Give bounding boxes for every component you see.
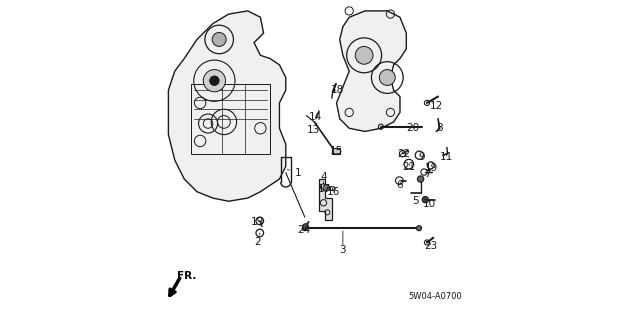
Text: 19: 19 (251, 217, 264, 227)
Bar (331, 148, 340, 154)
Text: 21: 21 (402, 162, 415, 172)
Text: 19: 19 (425, 163, 438, 173)
Text: 9: 9 (418, 152, 425, 162)
Text: 17: 17 (318, 184, 331, 194)
Polygon shape (168, 11, 286, 201)
Text: 15: 15 (330, 146, 343, 156)
Text: 23: 23 (424, 241, 438, 251)
Text: 11: 11 (440, 152, 453, 162)
Text: 2: 2 (254, 237, 260, 247)
Circle shape (212, 32, 226, 46)
Circle shape (417, 226, 422, 231)
Text: 20: 20 (407, 123, 420, 133)
Text: 5: 5 (413, 196, 419, 206)
Text: 10: 10 (423, 199, 436, 209)
Text: 6: 6 (397, 180, 403, 190)
Circle shape (379, 69, 395, 85)
Text: 12: 12 (430, 101, 443, 111)
Circle shape (355, 46, 373, 64)
Circle shape (203, 69, 225, 92)
Text: FR.: FR. (177, 270, 196, 281)
Text: 5W04-A0700: 5W04-A0700 (408, 292, 462, 301)
Text: 1: 1 (295, 168, 301, 178)
Circle shape (417, 176, 424, 182)
Polygon shape (337, 11, 406, 132)
Text: 24: 24 (298, 225, 311, 236)
Text: 3: 3 (339, 245, 345, 255)
Text: 7: 7 (425, 169, 431, 179)
Bar (190, 84, 270, 154)
Text: 8: 8 (436, 123, 443, 133)
Circle shape (422, 196, 429, 203)
Circle shape (323, 185, 330, 191)
Polygon shape (319, 179, 331, 220)
Circle shape (302, 226, 307, 231)
Text: 18: 18 (331, 85, 344, 95)
Circle shape (210, 76, 219, 85)
Text: 4: 4 (321, 172, 327, 182)
Text: 13: 13 (307, 125, 320, 135)
Text: 14: 14 (309, 112, 321, 122)
Text: 22: 22 (398, 149, 411, 159)
Circle shape (303, 224, 309, 229)
Text: 16: 16 (327, 187, 340, 197)
